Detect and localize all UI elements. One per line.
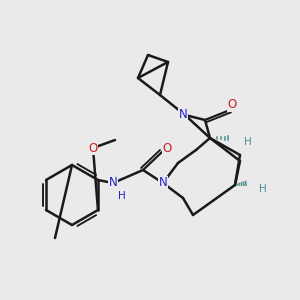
Text: N: N — [159, 176, 167, 190]
Text: O: O — [88, 142, 98, 154]
Text: H: H — [118, 191, 126, 201]
Text: N: N — [109, 176, 117, 190]
Text: O: O — [227, 98, 237, 112]
Text: O: O — [162, 142, 172, 154]
Text: H: H — [244, 137, 252, 147]
Text: N: N — [178, 109, 188, 122]
Text: H: H — [259, 184, 267, 194]
